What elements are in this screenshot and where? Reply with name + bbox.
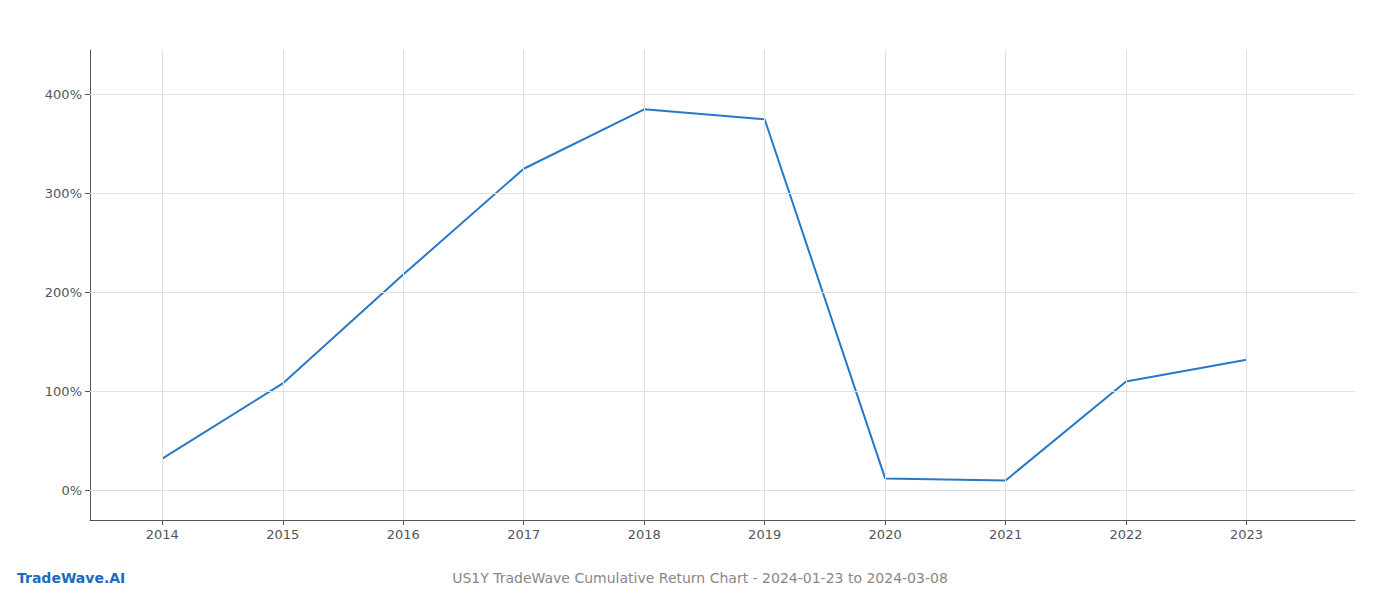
- svg-text:100%: 100%: [45, 384, 82, 399]
- svg-text:300%: 300%: [45, 186, 82, 201]
- svg-text:2020: 2020: [869, 527, 902, 542]
- svg-text:TradeWave.AI: TradeWave.AI: [17, 570, 125, 586]
- svg-text:2019: 2019: [748, 527, 781, 542]
- svg-text:2022: 2022: [1110, 527, 1143, 542]
- svg-text:2017: 2017: [507, 527, 540, 542]
- svg-text:400%: 400%: [45, 87, 82, 102]
- svg-text:200%: 200%: [45, 285, 82, 300]
- svg-text:2016: 2016: [387, 527, 420, 542]
- svg-text:US1Y TradeWave Cumulative Retu: US1Y TradeWave Cumulative Return Chart -…: [452, 570, 948, 586]
- svg-text:0%: 0%: [61, 483, 82, 498]
- svg-text:2021: 2021: [989, 527, 1022, 542]
- svg-text:2018: 2018: [628, 527, 661, 542]
- svg-text:2014: 2014: [146, 527, 179, 542]
- svg-text:2023: 2023: [1230, 527, 1263, 542]
- svg-text:2015: 2015: [266, 527, 299, 542]
